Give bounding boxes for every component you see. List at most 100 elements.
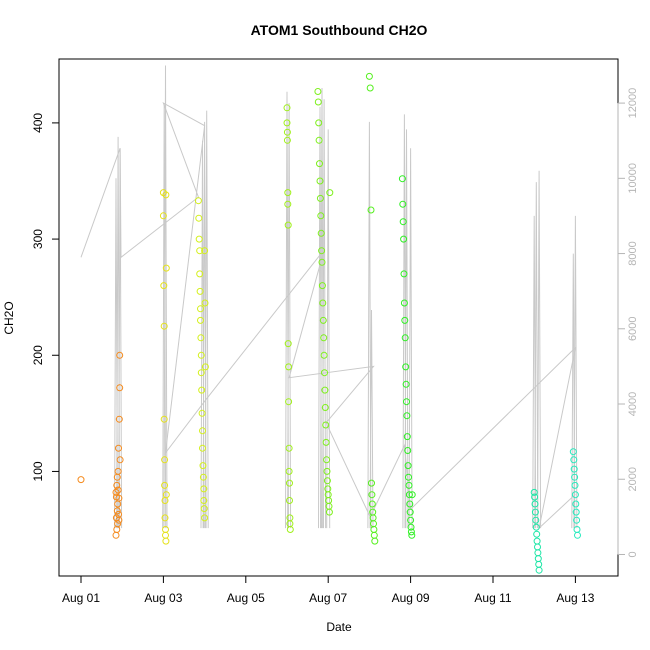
data-point [569,448,577,456]
data-point [535,566,543,574]
data-point [116,351,124,359]
x-tick-label: Aug 01 [62,591,100,605]
data-point [323,467,331,475]
altitude-spike [322,99,327,529]
altitude-spike [162,103,167,529]
data-point [325,508,333,516]
data-point [316,177,324,185]
x-tick-label: Aug 13 [556,591,594,605]
altitude-spike [369,309,374,529]
data-point [320,351,328,359]
data-point [571,473,579,481]
data-point [196,287,204,295]
altitude-series [80,65,578,530]
data-point [286,479,293,487]
data-point [317,212,325,220]
data-point [322,438,330,446]
data-point [403,433,411,441]
data-point [197,351,205,359]
data-point [283,104,291,112]
data-point [286,526,294,533]
data-point [534,555,542,563]
data-point [404,462,412,470]
data-point [199,473,207,481]
data-point [406,500,414,508]
x-axis-label: Date [326,620,352,634]
y2-tick-label: 10000 [627,163,639,194]
data-point [162,191,170,199]
data-point [318,247,326,255]
data-point [398,175,406,183]
data-point [113,507,121,515]
data-point [370,526,378,533]
data-point [370,531,378,539]
data-point [402,380,410,388]
altitude-spike [118,148,123,529]
data-point [402,363,410,371]
data-point [318,282,326,290]
data-point [197,334,205,342]
data-point [200,505,208,513]
data-point [532,516,540,524]
data-point [534,543,541,551]
data-point [161,456,169,464]
data-point [283,128,291,136]
data-point [531,508,539,516]
data-point [320,334,328,342]
data-point [283,119,291,127]
data-point [162,264,170,272]
data-point [194,197,202,205]
data-point [399,218,407,226]
data-point [400,270,408,278]
data-point [366,84,374,92]
data-point [405,481,413,489]
data-point [323,456,331,464]
data-point [160,282,168,290]
x-tick-label: Aug 03 [144,591,182,605]
data-point [533,530,541,538]
data-point [286,497,293,504]
altitude-spike [326,129,331,529]
data-point [198,409,206,417]
data-point [401,316,409,324]
data-point [408,531,416,539]
data-point [115,494,123,502]
data-point [200,497,208,504]
data-point [197,316,204,324]
data-point [284,189,292,197]
data-point [532,523,540,531]
data-point [114,467,122,475]
data-point [315,119,323,127]
axes: Aug 01 Aug 03 Aug 05 Aug 07 Aug 09 Aug 11 Aug … [31,88,639,605]
data-point [285,398,293,406]
altitude-transit-line [80,102,577,530]
data-point [284,340,292,348]
data-point [116,456,124,464]
data-point [199,444,206,452]
data-point [162,531,169,539]
x-tick-label: Aug 05 [227,591,265,605]
data-point [574,531,581,539]
data-point [403,398,410,406]
data-point [116,384,124,392]
data-point [400,299,408,307]
altitude-spike [287,103,292,529]
data-point [201,363,209,371]
data-point [159,212,167,220]
data-point [322,421,330,429]
data-point [115,444,122,452]
data-point [112,531,120,539]
x-tick-label: Aug 09 [392,591,430,605]
data-point [407,523,415,531]
data-point [400,235,408,243]
data-point [160,322,168,330]
data-point [196,247,204,255]
data-point [195,214,203,222]
data-point [314,88,322,95]
data-point [115,415,123,423]
data-point [367,206,375,214]
data-point [161,481,169,489]
data-point [285,363,293,371]
data-point [319,299,327,307]
data-point [535,560,543,568]
